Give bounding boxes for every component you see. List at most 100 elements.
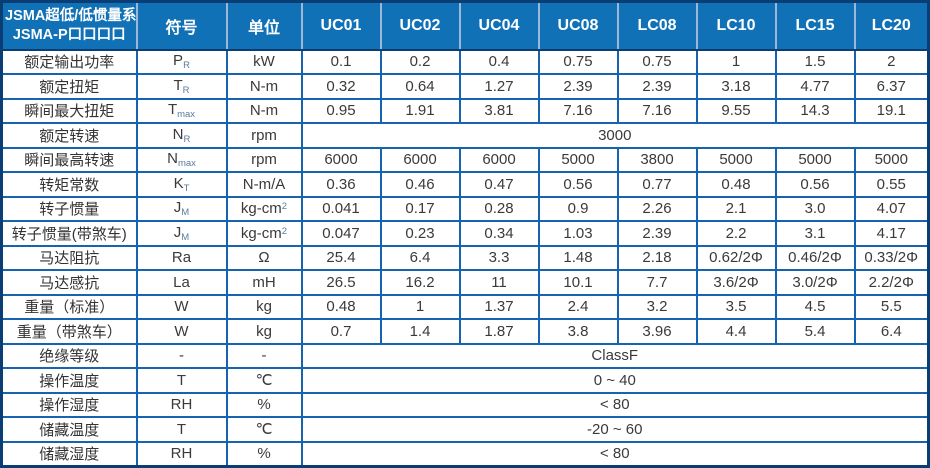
param-label: 储藏湿度 <box>0 440 138 468</box>
unit-cell: kg-cm2 <box>225 195 303 223</box>
value-cell: 6000 <box>379 146 461 174</box>
merged-value-cell: < 80 <box>300 391 930 419</box>
symbol-subscript: T <box>183 182 190 194</box>
value-cell: 3.2 <box>616 293 698 321</box>
unit-cell: N-m <box>225 73 303 100</box>
symbol-base: P <box>173 52 184 70</box>
symbol-base: T <box>176 420 187 438</box>
value-cell: 5000 <box>537 146 619 174</box>
value-cell: 16.2 <box>379 269 461 296</box>
model-column-header-lc15: LC15 <box>774 0 856 51</box>
param-label: 马达阻抗 <box>0 244 138 272</box>
unit-cell: ℃ <box>225 416 303 443</box>
value-cell: 1 <box>695 48 777 75</box>
unit-text: - <box>261 347 267 365</box>
unit-text: rpm <box>251 126 277 144</box>
model-column-header-lc20: LC20 <box>853 0 930 51</box>
value-cell: 3.81 <box>458 97 540 125</box>
table-row: 马达感抗 La mH 26.5 16.2 11 10.1 7.7 3.6/2Φ 3.0/2Φ 2.2… <box>0 269 930 296</box>
unit-text: % <box>257 445 271 463</box>
symbol-base: W <box>174 298 189 316</box>
symbol-subscript: M <box>181 207 190 219</box>
symbol-cell: PR <box>135 48 228 75</box>
symbol-cell: KT <box>135 171 228 198</box>
unit-text: kg-cm <box>240 224 282 242</box>
table-row: 转子惯量 JM kg-cm2 0.041 0.17 0.28 0.9 2.26 2.1 3.0 4.… <box>0 195 930 223</box>
table-row: 瞬间最高转速 Nmax rpm 6000 6000 6000 5000 3800 5000 500… <box>0 146 930 174</box>
symbol-base: RH <box>170 445 193 463</box>
value-cell: 5000 <box>853 146 930 174</box>
table-row: 额定输出功率 PR kW 0.1 0.2 0.4 0.75 0.75 1 1.5 2 <box>0 48 930 75</box>
unit-cell: N-m/A <box>225 171 303 198</box>
symbol-base: T <box>176 371 187 389</box>
symbol-cell: Nmax <box>135 146 228 174</box>
table-row: 马达阻抗 Ra Ω 25.4 6.4 3.3 1.48 2.18 0.62/2Φ 0.46/2Φ 0… <box>0 244 930 272</box>
symbol-cell: W <box>135 318 228 345</box>
value-cell: 5000 <box>695 146 777 174</box>
param-label: 瞬间最高转速 <box>0 146 138 174</box>
param-label: 马达感抗 <box>0 269 138 296</box>
unit-cell: rpm <box>225 146 303 174</box>
value-cell: 3.0 <box>774 195 856 223</box>
symbol-base: J <box>173 223 182 241</box>
value-cell: 0.7 <box>300 318 382 345</box>
symbol-base: La <box>173 273 190 291</box>
merged-value-cell: 0 ~ 40 <box>300 367 930 394</box>
value-cell: 3.3 <box>458 244 540 272</box>
symbol-subscript: max <box>177 109 196 121</box>
table-title: JSMA超低/低惯量系列 JSMA-P口口口口 <box>0 0 138 51</box>
value-cell: 5.4 <box>774 318 856 345</box>
value-cell: 26.5 <box>300 269 382 296</box>
value-cell: 1.48 <box>537 244 619 272</box>
unit-cell: kg-cm2 <box>225 220 303 247</box>
symbol-base: N <box>167 150 178 168</box>
symbol-subscript: R <box>183 60 190 72</box>
value-cell: 6.4 <box>853 318 930 345</box>
symbol-base: - <box>179 347 184 365</box>
value-cell: 0.46 <box>379 171 461 198</box>
value-cell: 5000 <box>774 146 856 174</box>
table-title-line2: JSMA-P口口口口 <box>12 26 126 43</box>
value-cell: 4.07 <box>853 195 930 223</box>
symbol-base: W <box>174 322 189 340</box>
unit-cell: - <box>225 342 303 370</box>
value-cell: 2.39 <box>537 73 619 100</box>
table-row: 转矩常数 KT N-m/A 0.36 0.46 0.47 0.56 0.77 0.48 0.56 0… <box>0 171 930 198</box>
unit-column-header: 单位 <box>225 0 303 51</box>
value-cell: 4.17 <box>853 220 930 247</box>
symbol-cell: RH <box>135 440 228 468</box>
value-cell: 1.4 <box>379 318 461 345</box>
unit-text: mH <box>252 273 276 291</box>
value-cell: 6000 <box>458 146 540 174</box>
value-cell: 5.5 <box>853 293 930 321</box>
value-cell: 1.91 <box>379 97 461 125</box>
model-column-header-lc08: LC08 <box>616 0 698 51</box>
value-cell: 10.1 <box>537 269 619 296</box>
symbol-cell: TR <box>135 73 228 100</box>
value-cell: 1.03 <box>537 220 619 247</box>
symbol-cell: JM <box>135 195 228 223</box>
param-label: 转子惯量 <box>0 195 138 223</box>
value-cell: 2.2 <box>695 220 777 247</box>
value-cell: 0.9 <box>537 195 619 223</box>
value-cell: 0.47 <box>458 171 540 198</box>
value-cell: 0.1 <box>300 48 382 75</box>
value-cell: 3.6/2Φ <box>695 269 777 296</box>
value-cell: 3.5 <box>695 293 777 321</box>
symbol-cell: W <box>135 293 228 321</box>
value-cell: 3.1 <box>774 220 856 247</box>
unit-text: N-m <box>249 102 279 120</box>
param-label: 转矩常数 <box>0 171 138 198</box>
table-row: 转子惯量(带煞车) JM kg-cm2 0.047 0.23 0.34 1.03 2.39 2.… <box>0 220 930 247</box>
table-title-line1: JSMA超低/低惯量系列 <box>5 7 137 24</box>
table-row: 储藏湿度 RH% < 80 <box>0 440 930 468</box>
value-cell: 0.48 <box>695 171 777 198</box>
param-label: 额定输出功率 <box>0 48 138 75</box>
value-cell: 2.39 <box>616 73 698 100</box>
symbol-base: K <box>173 174 184 192</box>
table-row: 瞬间最大扭矩 Tmax N-m 0.95 1.91 3.81 7.16 7.16 9.55 14.… <box>0 97 930 125</box>
merged-value-cell: 3000 <box>300 122 930 149</box>
symbol-base: T <box>173 76 183 94</box>
symbol-base: RH <box>170 396 193 414</box>
